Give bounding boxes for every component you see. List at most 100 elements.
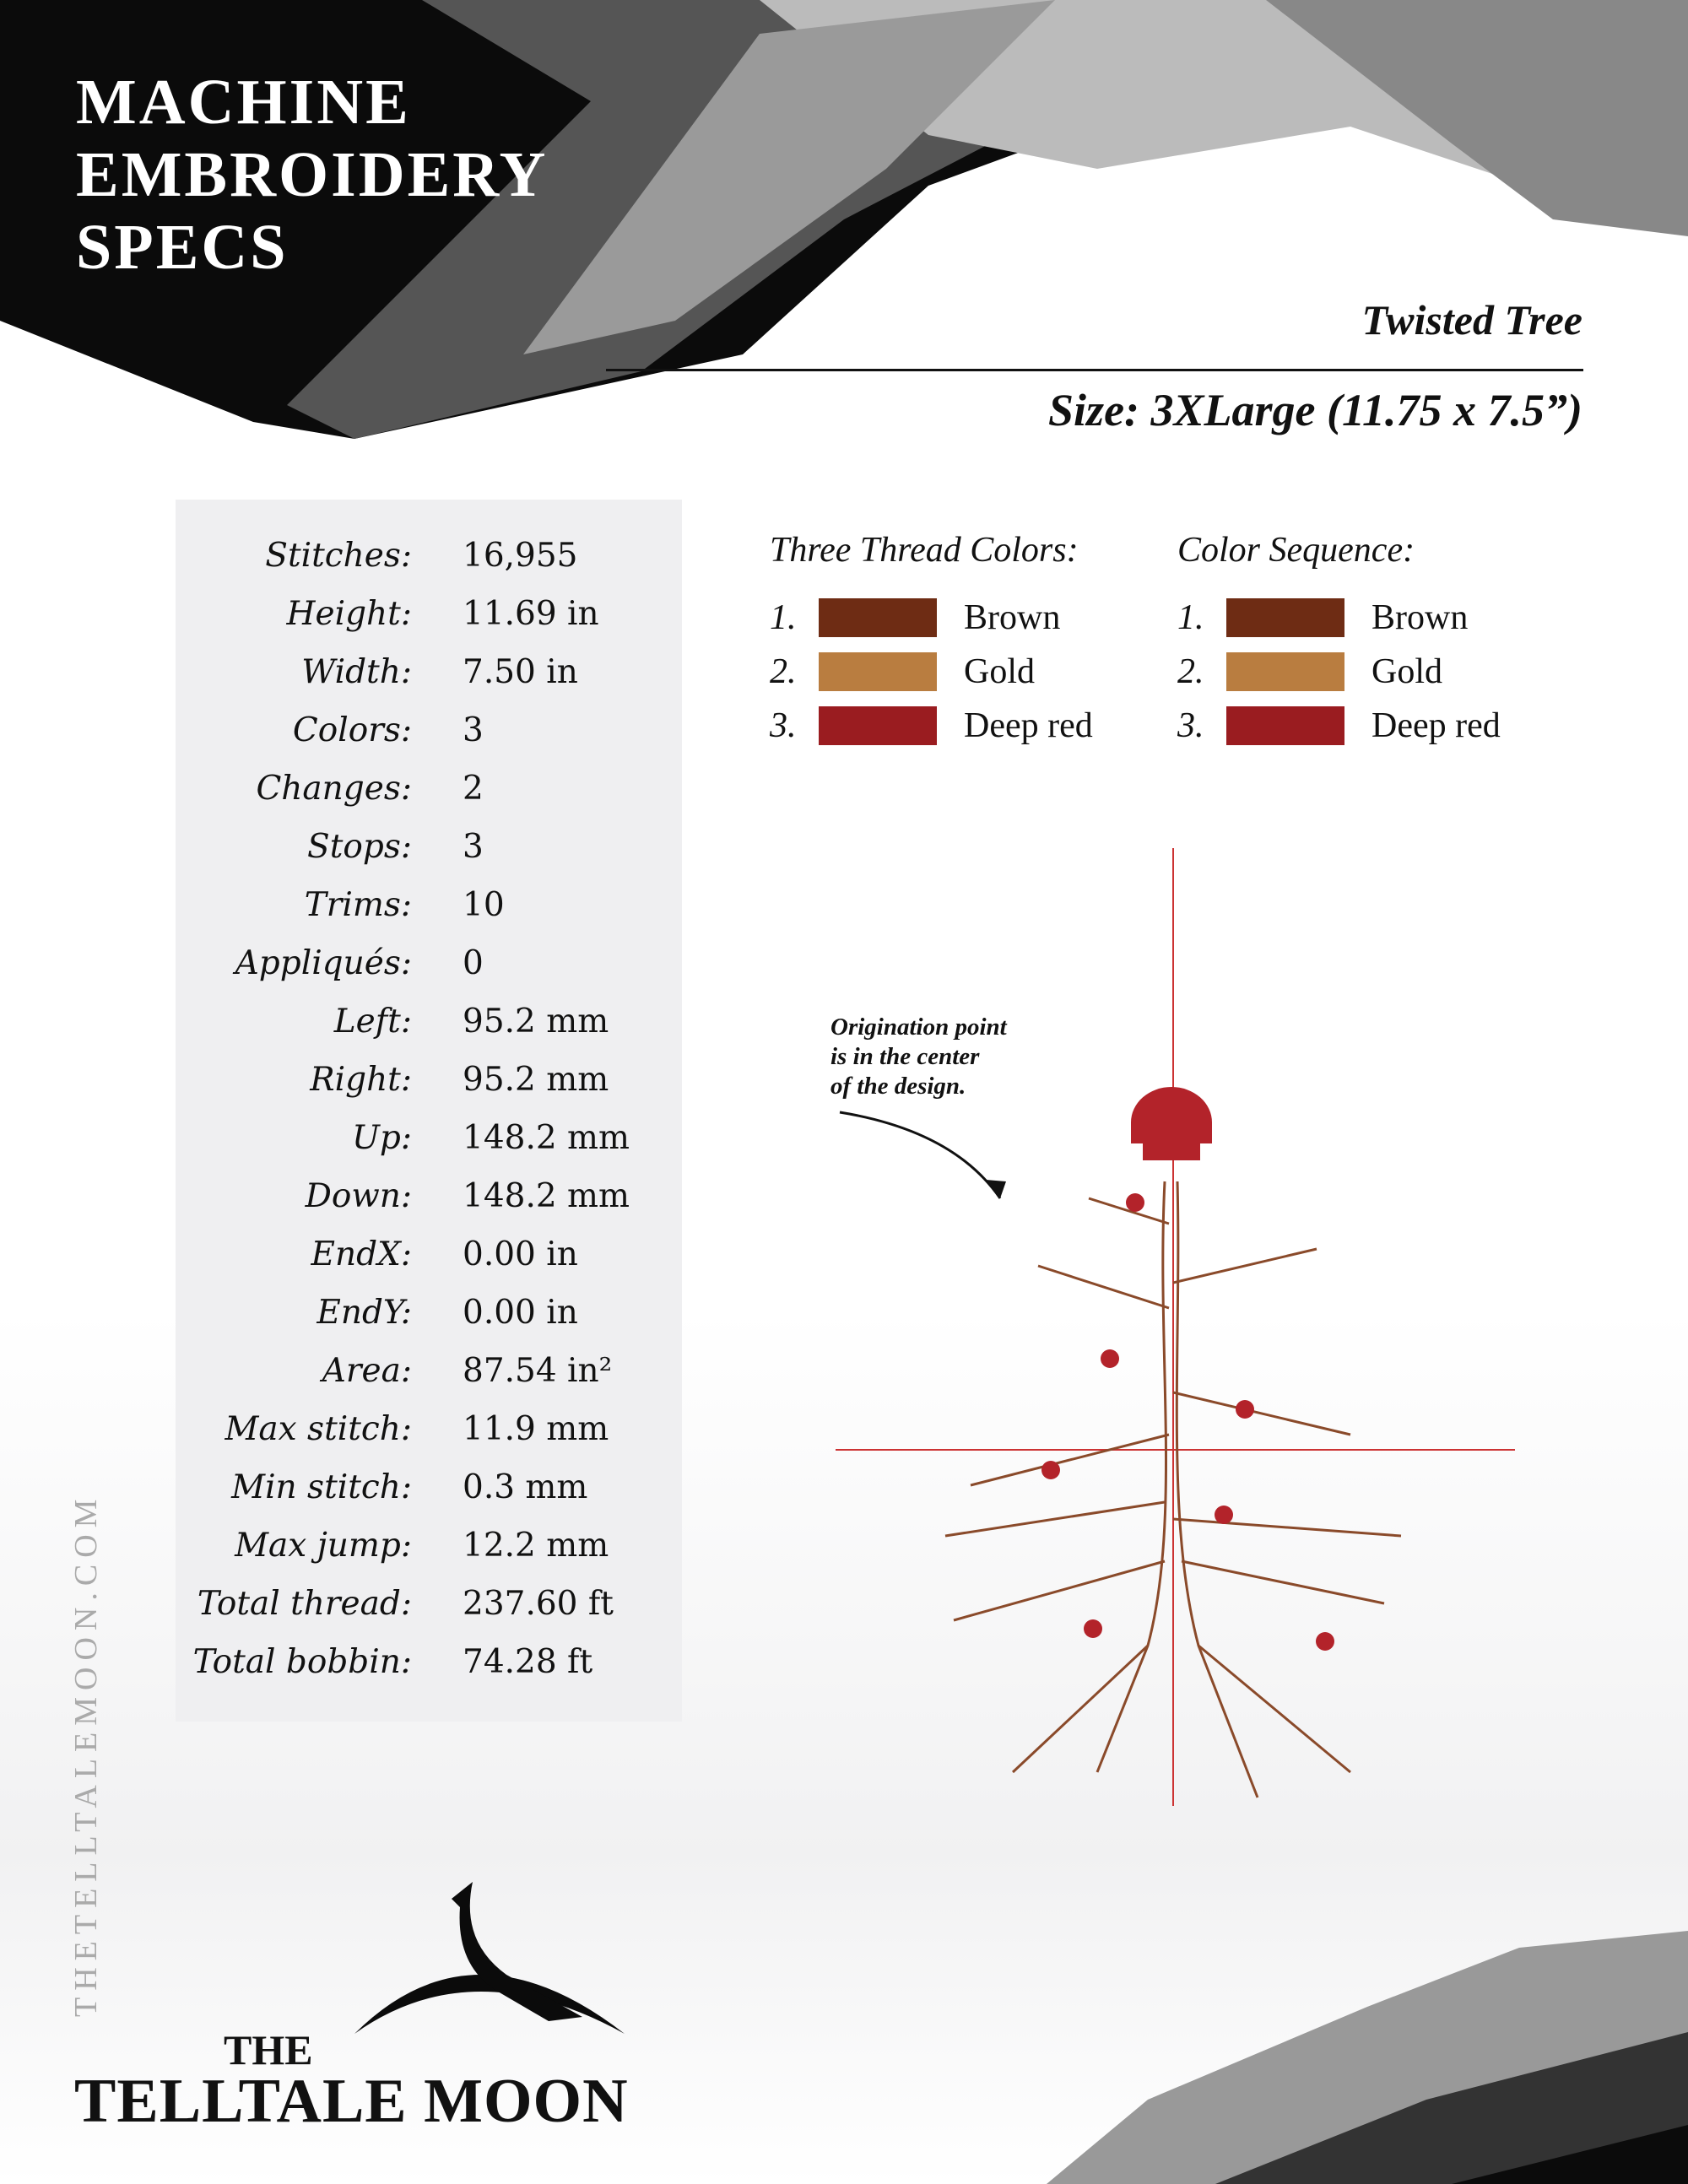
tree-illustration	[944, 1181, 1402, 1798]
thread-colors-heading: Three Thread Colors:	[770, 531, 1079, 570]
spec-value: 3	[463, 828, 484, 866]
origination-note: Origination point is in the center of th…	[830, 1013, 1007, 1101]
spec-row: Right: 95.2 mm	[176, 1051, 682, 1109]
spec-row: Area: 87.54 in²	[176, 1342, 682, 1400]
color-row: 3. Deep red	[770, 699, 1093, 753]
spec-value: 11.9 mm	[463, 1410, 609, 1448]
spec-label: Width:	[301, 653, 412, 691]
spec-value: 74.28 ft	[463, 1643, 593, 1681]
spec-label: Down:	[305, 1177, 412, 1215]
title-line: SPECS	[76, 212, 289, 283]
spec-label: Max stitch:	[225, 1410, 412, 1448]
color-swatch	[1226, 598, 1344, 637]
spec-row: Colors: 3	[176, 701, 682, 760]
color-name: Deep red	[964, 706, 1093, 745]
spec-value: 12.2 mm	[463, 1527, 609, 1565]
specs-table: Stitches: 16,955 Height: 11.69 in Width: 7.50…	[176, 500, 682, 1722]
spec-label: Colors:	[292, 711, 412, 749]
crow-logo-icon	[354, 1882, 625, 2034]
note-line: of the design.	[830, 1073, 966, 1100]
spec-row: Stitches: 16,955	[176, 527, 682, 585]
spec-label: Up:	[352, 1119, 412, 1157]
spec-row: Height: 11.69 in	[176, 585, 682, 643]
spec-value: 16,955	[463, 537, 578, 575]
spec-row: Left: 95.2 mm	[176, 992, 682, 1051]
thread-colors: Three Thread Colors: 1. Brown 2. Gold 3. Deep…	[770, 530, 1093, 753]
brush-stroke-corner	[1047, 1931, 1688, 2184]
spec-row: Total bobbin: 74.28 ft	[176, 1633, 682, 1691]
spec-row: Min stitch: 0.3 mm	[176, 1458, 682, 1516]
design-size: Size: 3XLarge (11.75 x 7.5”)	[1048, 385, 1582, 435]
design-name: Twisted Tree	[1361, 296, 1583, 343]
color-sequence-heading: Color Sequence:	[1177, 531, 1415, 570]
spec-label: Right:	[310, 1061, 412, 1099]
color-sequence: Color Sequence: 1. Brown 2. Gold 3. Deep red	[1177, 530, 1501, 753]
color-name: Deep red	[1372, 706, 1501, 745]
color-number: 1.	[770, 598, 797, 637]
skull-icon	[1131, 1087, 1212, 1160]
spec-value: 0.00 in	[463, 1294, 578, 1332]
spec-row: Trims: 10	[176, 876, 682, 934]
spec-value: 2	[463, 770, 484, 808]
color-number: 3.	[770, 706, 797, 745]
spec-value: 11.69 in	[463, 595, 599, 633]
spec-value: 95.2 mm	[463, 1061, 609, 1099]
color-swatch	[1226, 706, 1344, 745]
spec-label: Max jump:	[235, 1527, 412, 1565]
spec-value: 7.50 in	[463, 653, 578, 691]
color-number: 1.	[1177, 598, 1204, 637]
spec-label: Height:	[286, 595, 412, 633]
spec-value: 148.2 mm	[463, 1177, 630, 1215]
note-line: is in the center	[830, 1043, 980, 1070]
note-line: Origination point	[830, 1014, 1007, 1041]
spec-label: Total thread:	[197, 1585, 412, 1623]
color-swatch	[819, 706, 937, 745]
spec-row: EndX: 0.00 in	[176, 1225, 682, 1284]
spec-value: 87.54 in²	[463, 1352, 613, 1390]
color-swatch	[819, 652, 937, 691]
title-line: MACHINE	[76, 67, 411, 138]
logo-the: THE	[224, 2026, 313, 2073]
spec-row: Max jump: 12.2 mm	[176, 1516, 682, 1575]
spec-label: Trims:	[304, 886, 412, 924]
brush-stroke-background	[0, 0, 1688, 439]
color-swatch	[1226, 652, 1344, 691]
spec-label: EndX:	[311, 1235, 412, 1273]
color-row: 1. Brown	[1177, 591, 1501, 645]
spec-value: 0.3 mm	[463, 1468, 588, 1506]
arrowhead	[986, 1180, 1006, 1198]
color-row: 2. Gold	[770, 645, 1093, 699]
spec-label: Changes:	[256, 770, 412, 808]
website-watermark: THETELLTALEMOON.COM	[68, 1492, 104, 2017]
title-line: EMBROIDERY	[76, 139, 549, 210]
logo-name: TELLTALE MOON	[74, 2067, 629, 2136]
spec-label: Total bobbin:	[192, 1643, 412, 1681]
spec-row: Changes: 2	[176, 760, 682, 818]
spec-row: Max stitch: 11.9 mm	[176, 1400, 682, 1458]
color-name: Brown	[1372, 598, 1469, 637]
spec-row: Up: 148.2 mm	[176, 1109, 682, 1167]
color-swatch	[819, 598, 937, 637]
spec-value: 3	[463, 711, 484, 749]
spec-label: Appliqués:	[235, 944, 412, 982]
color-number: 3.	[1177, 706, 1204, 745]
page-title: MACHINE EMBROIDERY SPECS	[76, 66, 548, 284]
spec-row: EndY: 0.00 in	[176, 1284, 682, 1342]
arrow-icon	[839, 1111, 1002, 1199]
color-name: Gold	[964, 652, 1035, 691]
color-name: Gold	[1372, 652, 1442, 691]
spec-label: Left:	[333, 1003, 412, 1041]
color-name: Brown	[964, 598, 1061, 637]
spec-row: Appliqués: 0	[176, 934, 682, 992]
spec-value: 10	[463, 886, 505, 924]
spec-value: 95.2 mm	[463, 1003, 609, 1041]
spec-value: 237.60 ft	[463, 1585, 614, 1623]
spec-value: 0	[463, 944, 484, 982]
spec-label: EndY:	[316, 1294, 412, 1332]
spec-label: Stops:	[307, 828, 412, 866]
color-row: 1. Brown	[770, 591, 1093, 645]
spec-row: Total thread: 237.60 ft	[176, 1575, 682, 1633]
spec-value: 0.00 in	[463, 1235, 578, 1273]
spec-value: 148.2 mm	[463, 1119, 630, 1157]
